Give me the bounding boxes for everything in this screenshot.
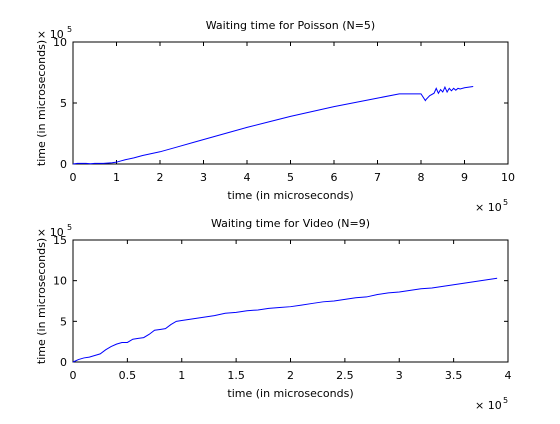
x-tick-label: 0	[70, 171, 77, 184]
x-tick-label: 2	[157, 171, 164, 184]
x-tick-label: 9	[461, 171, 468, 184]
x-tick-label: 4	[505, 369, 512, 382]
x-tick-label: 8	[418, 171, 425, 184]
x-tick-label: 2.5	[336, 369, 354, 382]
x-exponent-label: × 10	[475, 399, 502, 412]
x-tick-label: 2	[287, 369, 294, 382]
y-exponent-label: × 10	[37, 28, 64, 41]
x-tick-label: 3	[200, 171, 207, 184]
y-tick-label: 0	[60, 356, 67, 369]
x-tick-label: 5	[287, 171, 294, 184]
x-axis-label: time (in microseconds)	[227, 189, 353, 202]
x-exponent-label: × 10	[475, 201, 502, 214]
chart-title: Waiting time for Poisson (N=5)	[206, 19, 375, 32]
y-tick-label: 0	[60, 158, 67, 171]
y-tick-label: 5	[60, 315, 67, 328]
x-tick-label: 0	[70, 369, 77, 382]
x-tick-label: 1	[113, 171, 120, 184]
y-axis-label: time (in microseconds)	[35, 238, 48, 364]
x-tick-label: 1	[178, 369, 185, 382]
y-tick-label: 5	[60, 97, 67, 110]
x-tick-label: 3.5	[445, 369, 463, 382]
x-exponent: 5	[503, 396, 508, 405]
x-tick-label: 10	[501, 171, 515, 184]
x-tick-label: 3	[396, 369, 403, 382]
axes-box	[73, 240, 508, 362]
y-exponent: 5	[67, 25, 72, 34]
y-tick-label: 10	[53, 275, 67, 288]
x-tick-label: 6	[331, 171, 338, 184]
x-tick-label: 0.5	[119, 369, 137, 382]
x-axis-label: time (in microseconds)	[227, 387, 353, 400]
y-exponent-label: × 10	[37, 226, 64, 239]
chart-title: Waiting time for Video (N=9)	[211, 217, 370, 230]
x-tick-label: 7	[374, 171, 381, 184]
x-exponent: 5	[503, 198, 508, 207]
axes-box	[73, 42, 508, 164]
x-tick-label: 1.5	[227, 369, 245, 382]
x-tick-label: 4	[244, 171, 251, 184]
y-axis-label: time (in microseconds)	[35, 40, 48, 166]
y-exponent: 5	[67, 223, 72, 232]
